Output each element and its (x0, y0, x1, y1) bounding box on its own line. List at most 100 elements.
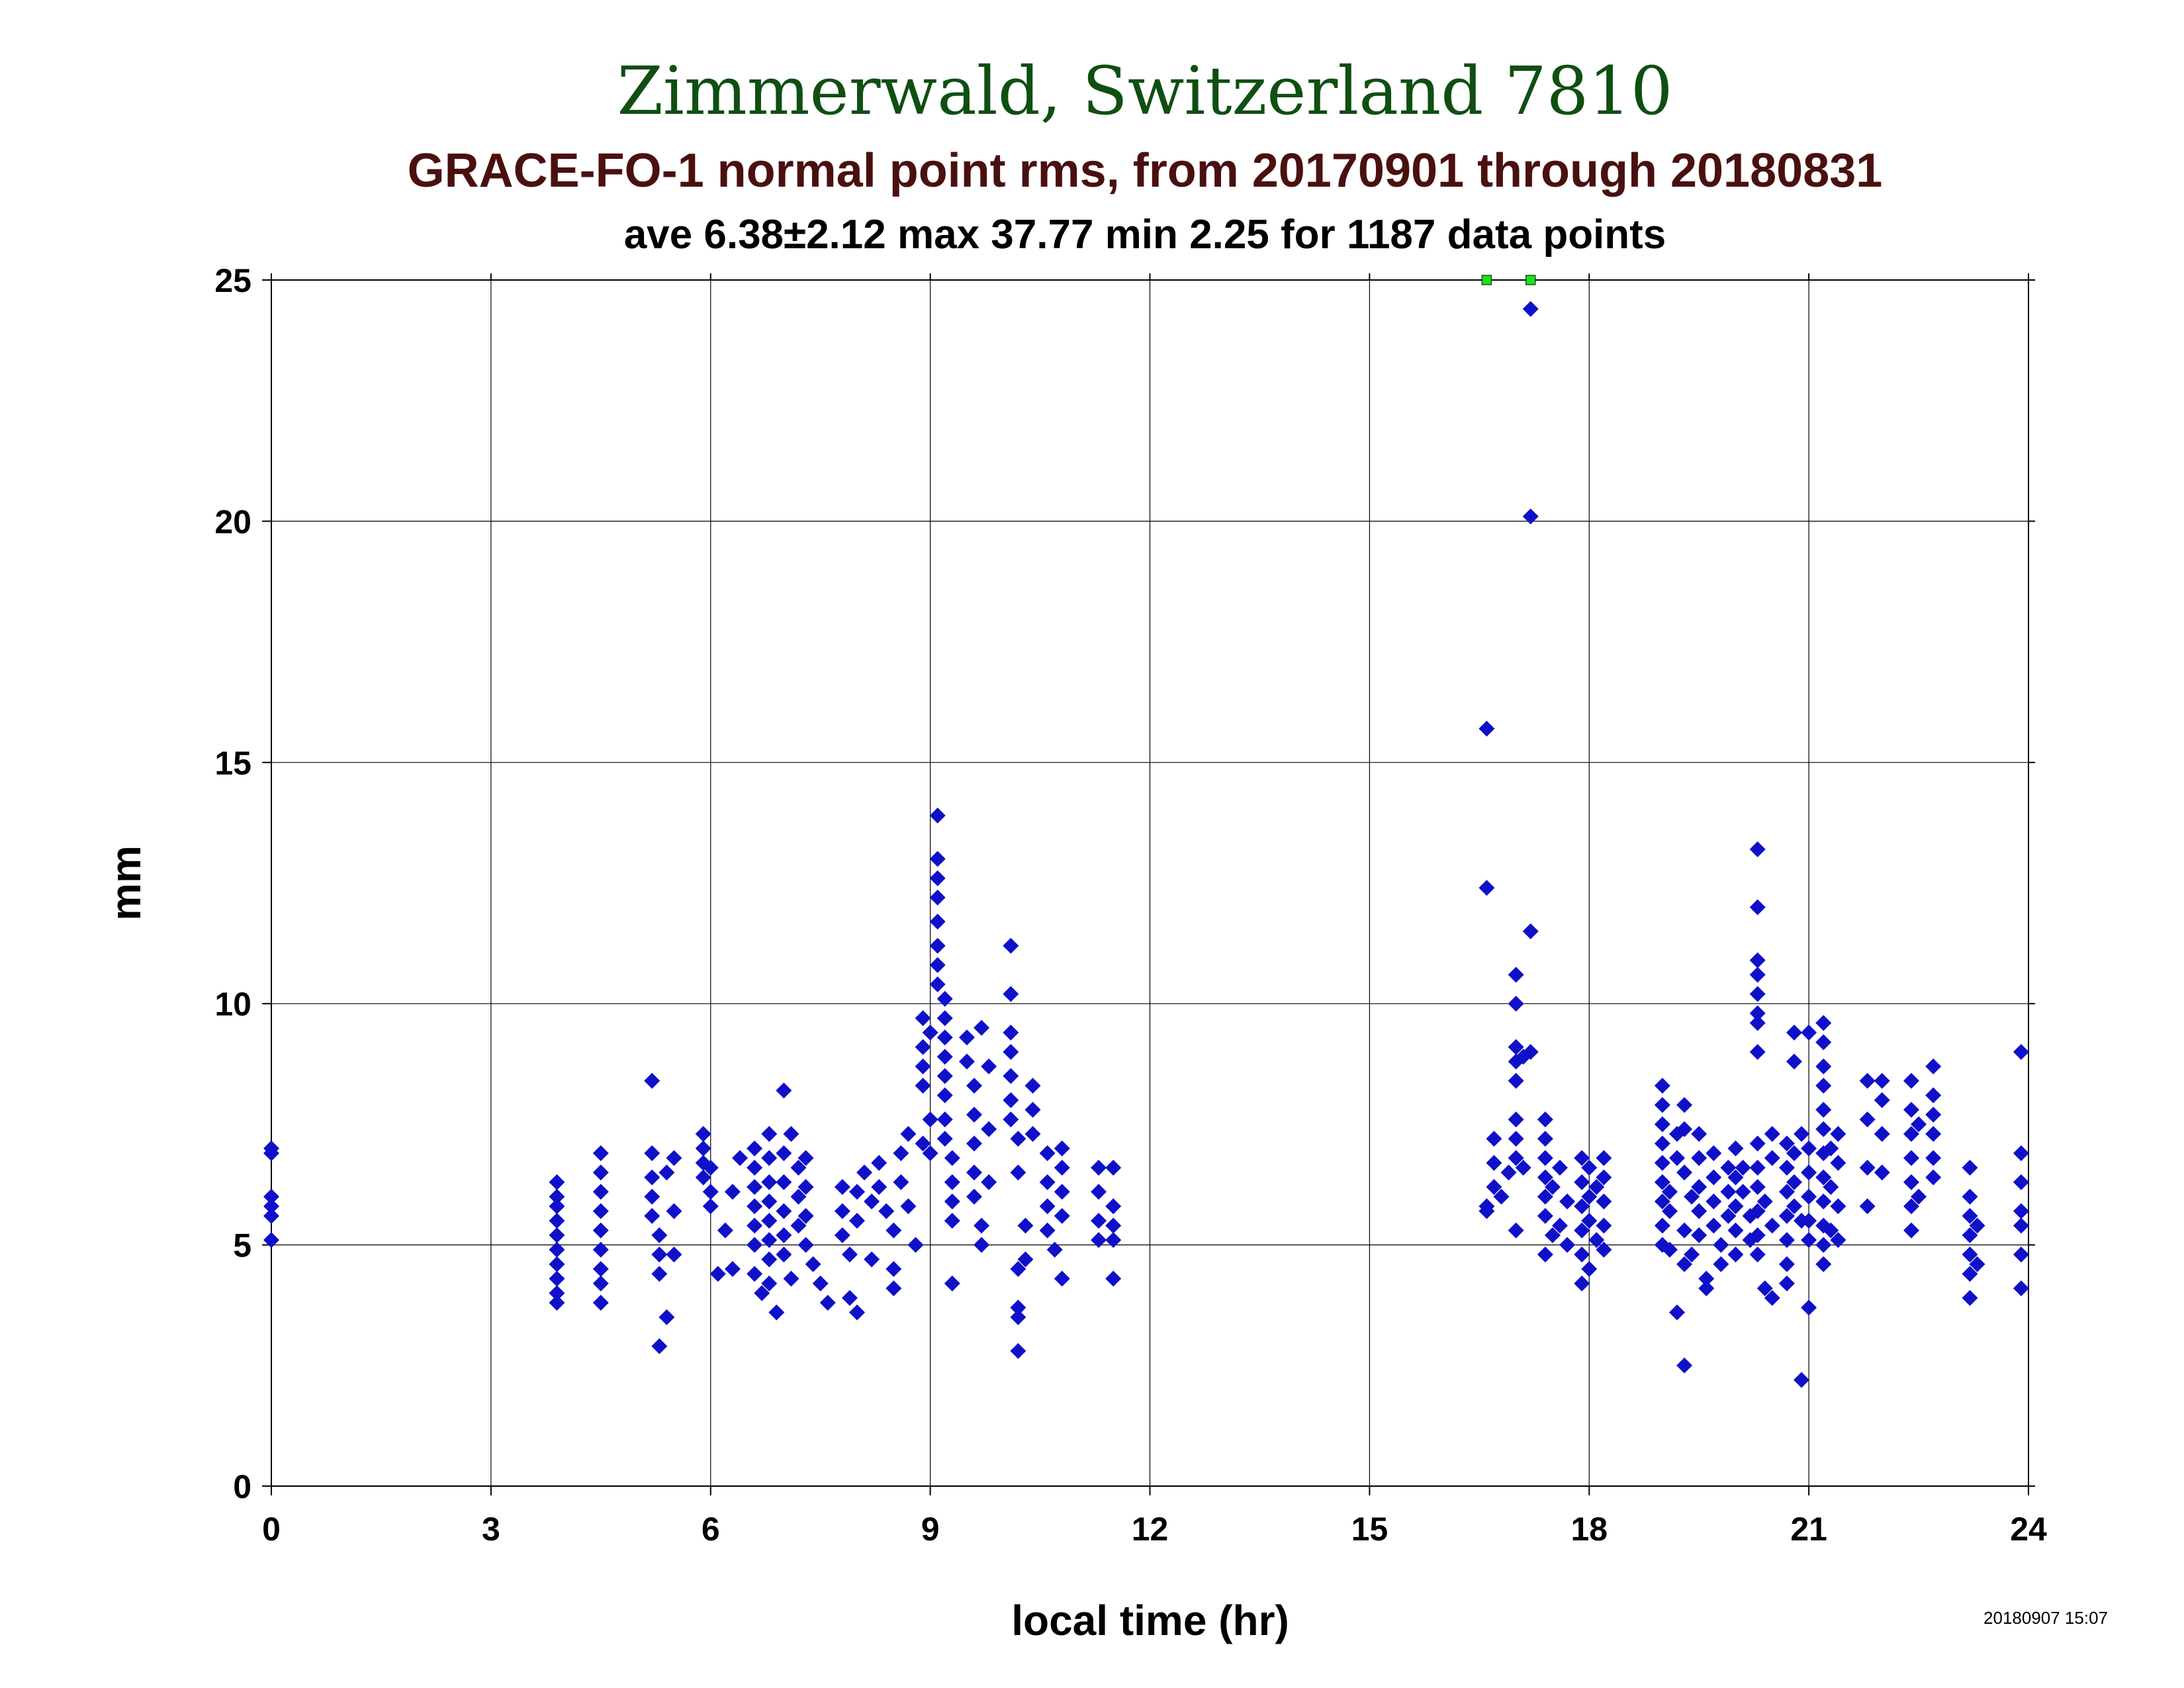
data-point (797, 1237, 814, 1253)
x-tick-label: 12 (1132, 1511, 1169, 1548)
data-point (929, 957, 946, 973)
data-point (1727, 1246, 1744, 1263)
data-point (1925, 1106, 1942, 1123)
data-point (776, 1246, 792, 1263)
x-tick-label: 0 (262, 1511, 281, 1548)
data-point (1720, 1159, 1737, 1176)
data-point (944, 1174, 960, 1190)
data-point (1010, 1299, 1026, 1316)
data-point (1010, 1261, 1026, 1278)
data-point (717, 1222, 733, 1239)
data-point (1654, 1217, 1670, 1234)
data-point (549, 1270, 565, 1287)
data-point (1698, 1270, 1715, 1287)
data-point (1003, 1044, 1019, 1060)
chart-title: Zimmerwald, Switzerland 7810 (617, 52, 1672, 130)
chart-subtitle: GRACE-FO-1 normal point rms, from 201709… (408, 144, 1883, 197)
data-point (747, 1217, 763, 1234)
data-point (1559, 1237, 1576, 1253)
data-point (929, 870, 946, 886)
x-tick-label: 6 (702, 1511, 720, 1548)
data-point (592, 1222, 609, 1239)
data-point (1486, 1179, 1502, 1196)
data-point (1749, 1246, 1766, 1263)
data-point (592, 1164, 609, 1181)
data-point (1815, 1015, 1832, 1031)
x-tick-label: 9 (921, 1511, 940, 1548)
data-point (1756, 1194, 1773, 1210)
data-point (747, 1159, 763, 1176)
data-point (1091, 1232, 1107, 1248)
data-point (592, 1275, 609, 1291)
data-point (592, 1184, 609, 1200)
data-point (966, 1078, 982, 1094)
data-point (1962, 1246, 1978, 1263)
chart-stats: ave 6.38±2.12 max 37.77 min 2.25 for 118… (624, 212, 1666, 258)
data-point (1669, 1150, 1685, 1166)
data-point (1778, 1135, 1795, 1152)
data-point (922, 1145, 938, 1162)
data-point (915, 1058, 931, 1074)
data-point (929, 914, 946, 930)
data-point (1105, 1159, 1122, 1176)
data-point (1786, 1024, 1802, 1041)
data-point (1706, 1169, 1722, 1186)
data-point (1010, 1342, 1026, 1359)
data-points (263, 275, 2029, 1388)
data-point (659, 1164, 675, 1181)
data-point (1801, 1299, 1817, 1316)
data-point (1017, 1251, 1034, 1268)
data-point (1003, 1024, 1019, 1041)
data-point (1962, 1188, 1978, 1205)
x-tick-label: 21 (1790, 1511, 1827, 1548)
data-point (1515, 1159, 1531, 1176)
data-point (981, 1174, 997, 1190)
data-point (761, 1150, 778, 1166)
data-point (1537, 1246, 1553, 1263)
data-point (1676, 1164, 1693, 1181)
data-point (1003, 986, 1019, 1002)
data-point (1479, 720, 1495, 737)
data-point (2013, 1145, 2029, 1162)
data-point (1544, 1179, 1561, 1196)
data-point (1537, 1150, 1553, 1166)
data-point (1508, 996, 1524, 1012)
data-point (1017, 1217, 1034, 1234)
data-point (1830, 1154, 1846, 1171)
data-point (1859, 1159, 1876, 1176)
data-point (1046, 1241, 1063, 1258)
data-point (1903, 1072, 1919, 1089)
data-point (702, 1198, 719, 1215)
data-point (747, 1237, 763, 1253)
data-point (263, 1188, 279, 1205)
data-point (592, 1295, 609, 1311)
data-point (1778, 1232, 1795, 1248)
data-point (1764, 1217, 1780, 1234)
data-point (974, 1237, 990, 1253)
data-point (922, 1024, 938, 1041)
data-point (1801, 1164, 1817, 1181)
data-point (1054, 1207, 1070, 1224)
data-point (761, 1251, 778, 1268)
data-point (1756, 1280, 1773, 1297)
data-point (1801, 1188, 1817, 1205)
data-point (900, 1198, 917, 1215)
data-point (1778, 1275, 1795, 1291)
data-point (1749, 1227, 1766, 1244)
data-point (936, 1029, 953, 1046)
data-point (702, 1184, 719, 1200)
data-point (724, 1261, 741, 1278)
data-point (1676, 1097, 1693, 1113)
data-point (966, 1106, 982, 1123)
data-point (1039, 1145, 1056, 1162)
data-point (936, 1049, 953, 1065)
data-point (886, 1280, 902, 1297)
data-point (929, 889, 946, 906)
data-point (1654, 1174, 1670, 1190)
data-point (819, 1295, 836, 1311)
data-point (1039, 1174, 1056, 1190)
data-point (549, 1285, 565, 1301)
data-point (1801, 1213, 1817, 1229)
data-point (761, 1213, 778, 1229)
